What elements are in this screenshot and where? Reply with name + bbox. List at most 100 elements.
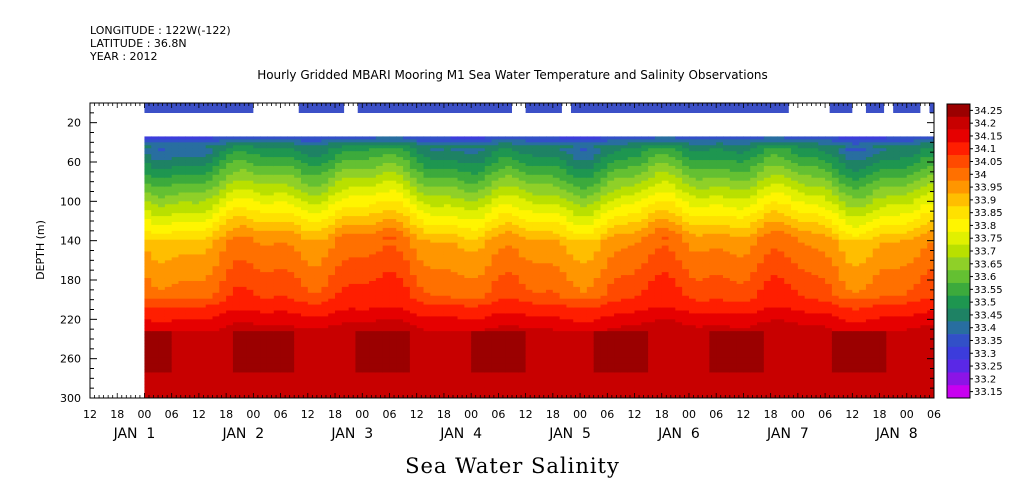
salinity-cell <box>307 171 316 176</box>
salinity-cell <box>437 295 445 300</box>
salinity-cell <box>416 378 425 382</box>
salinity-cell <box>280 171 288 176</box>
salinity-cell <box>144 322 152 326</box>
salinity-cell <box>164 334 173 338</box>
salinity-cell <box>430 307 438 312</box>
salinity-cell <box>185 257 193 261</box>
salinity-cell <box>198 260 207 264</box>
salinity-cell <box>246 174 254 179</box>
salinity-cell <box>192 174 200 179</box>
salinity-cell <box>396 136 404 140</box>
salinity-cell <box>430 342 438 347</box>
salinity-cell <box>409 157 418 161</box>
salinity-cell <box>307 331 316 335</box>
salinity-cell <box>321 381 329 385</box>
salinity-cell <box>423 171 431 176</box>
salinity-cell <box>430 230 438 235</box>
salinity-cell <box>192 239 200 244</box>
salinity-cell <box>375 269 384 273</box>
salinity-cell <box>212 168 220 173</box>
salinity-cell <box>341 351 350 356</box>
salinity-cell <box>416 165 425 170</box>
salinity-cell <box>450 165 459 170</box>
salinity-cell <box>362 325 370 329</box>
salinity-cell <box>416 207 425 211</box>
salinity-cell <box>328 283 336 288</box>
salinity-cell <box>450 366 459 371</box>
salinity-cell <box>198 354 207 359</box>
salinity-cell <box>409 357 418 362</box>
salinity-cell <box>192 272 200 276</box>
salinity-cell <box>321 339 329 344</box>
salinity-cell <box>335 260 343 264</box>
salinity-cell <box>185 266 193 270</box>
salinity-cell <box>294 148 302 152</box>
salinity-cell <box>158 269 166 273</box>
salinity-cell <box>369 328 377 332</box>
salinity-cell <box>335 396 343 398</box>
salinity-cell <box>280 227 288 232</box>
salinity-cell <box>205 213 214 217</box>
salinity-cell <box>171 366 180 371</box>
salinity-cell <box>437 354 445 359</box>
salinity-cell <box>158 136 166 140</box>
salinity-cell <box>328 160 336 164</box>
salinity-cell <box>164 384 173 388</box>
salinity-cell <box>314 310 323 315</box>
salinity-cell <box>266 174 275 179</box>
salinity-cell <box>341 201 350 205</box>
salinity-cell <box>246 245 254 250</box>
salinity-cell <box>198 363 207 368</box>
salinity-cell <box>178 292 186 297</box>
salinity-cell <box>416 251 425 256</box>
salinity-cell <box>266 322 275 326</box>
salinity-cell <box>396 275 404 279</box>
salinity-cell <box>198 390 207 394</box>
salinity-cell <box>450 221 459 226</box>
salinity-cell <box>307 248 316 253</box>
salinity-cell <box>246 325 254 329</box>
salinity-cell <box>158 384 166 388</box>
salinity-cell <box>185 260 193 264</box>
salinity-cell <box>450 289 459 294</box>
salinity-cell <box>382 168 391 173</box>
salinity-cell <box>158 174 166 179</box>
salinity-cell <box>348 136 357 140</box>
salinity-cell <box>171 390 180 394</box>
salinity-cell <box>287 310 295 315</box>
salinity-cell <box>382 337 391 341</box>
salinity-cell <box>382 154 391 158</box>
salinity-cell <box>321 390 329 394</box>
salinity-cell <box>151 227 159 232</box>
salinity-cell <box>409 280 418 285</box>
salinity-cell <box>164 307 173 312</box>
salinity-cell <box>280 160 288 164</box>
salinity-cell <box>192 224 200 229</box>
salinity-cell <box>178 162 186 167</box>
salinity-cell <box>192 245 200 250</box>
salinity-cell <box>307 283 316 288</box>
salinity-cell <box>280 345 288 350</box>
salinity-cell <box>158 289 166 294</box>
salinity-cell <box>396 207 404 211</box>
salinity-cell <box>273 186 282 191</box>
salinity-cell <box>416 348 425 353</box>
salinity-cell <box>151 322 159 326</box>
salinity-cell <box>335 331 343 335</box>
salinity-cell <box>273 286 282 291</box>
salinity-cell <box>205 286 214 291</box>
salinity-cell <box>198 189 207 194</box>
salinity-cell <box>301 272 309 276</box>
salinity-cell <box>409 272 418 276</box>
salinity-cell <box>212 334 220 338</box>
salinity-cell <box>321 177 329 182</box>
salinity-cell <box>253 213 261 217</box>
salinity-cell <box>253 292 261 297</box>
salinity-cell <box>375 142 384 146</box>
salinity-cell <box>423 384 431 388</box>
salinity-cell <box>212 151 220 155</box>
salinity-cell <box>457 275 465 279</box>
salinity-cell <box>396 145 404 149</box>
salinity-cell <box>416 239 425 244</box>
salinity-cell <box>226 348 234 353</box>
